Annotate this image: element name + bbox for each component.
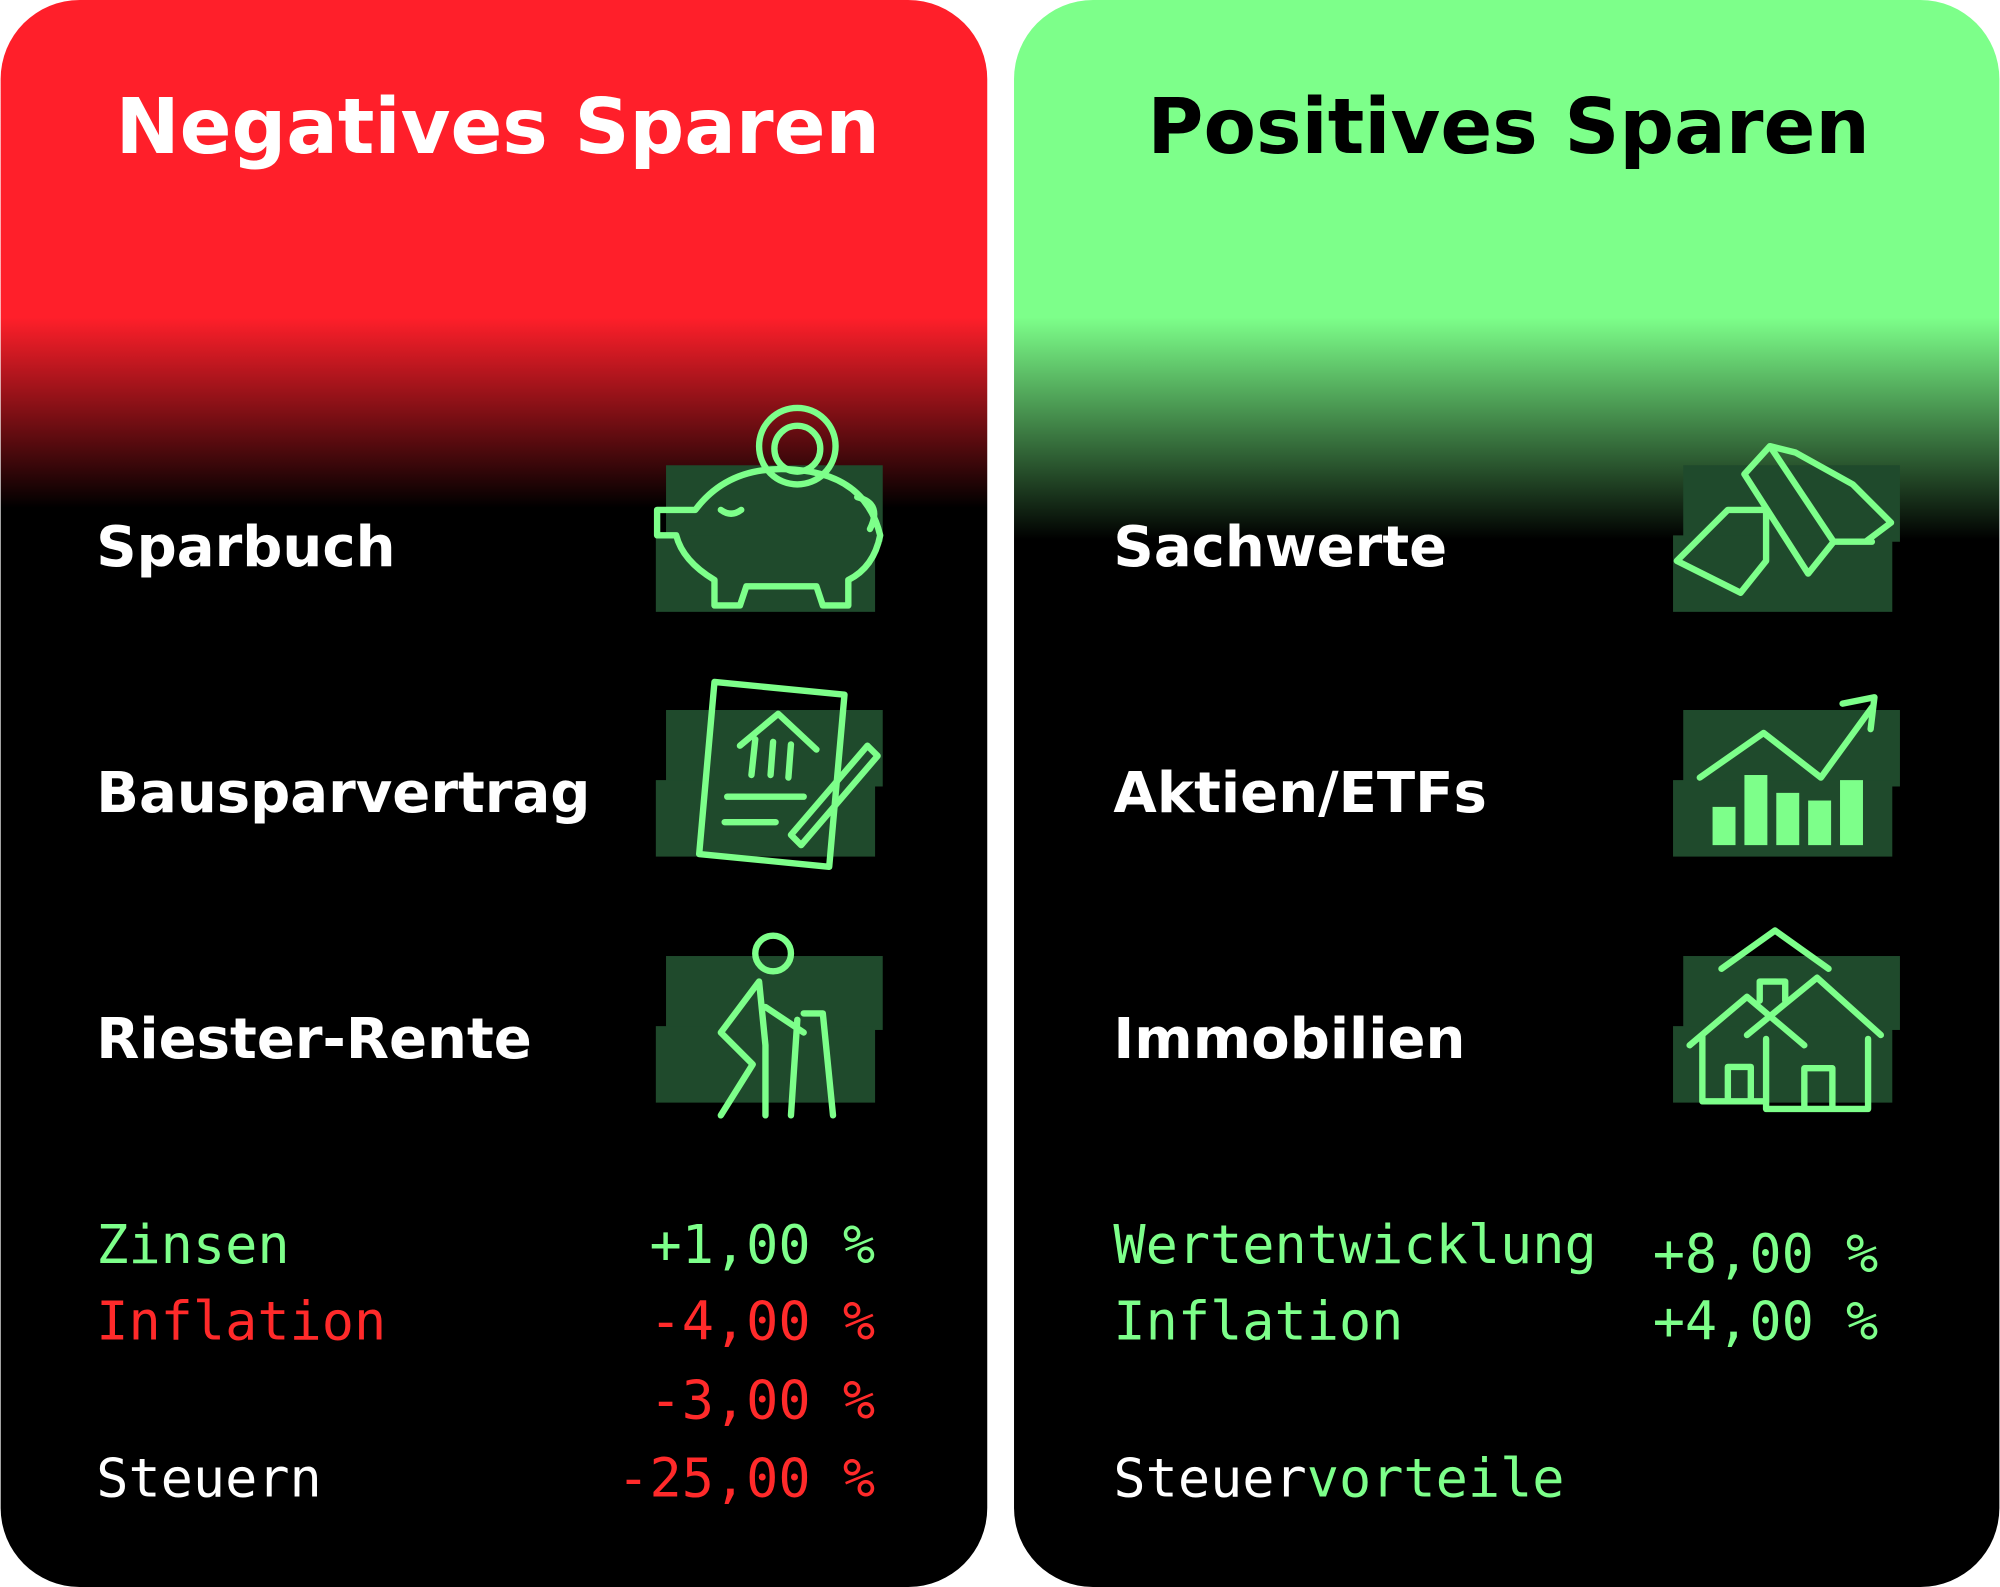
row-label: Zinsen	[96, 1213, 289, 1276]
tax-highlight: vorteile	[1307, 1446, 1565, 1509]
title: Negatives Sparen	[116, 83, 880, 172]
row-label: Inflation	[96, 1290, 386, 1353]
panel-positive	[1014, 0, 2000, 1587]
row-value: +8,00 %	[1653, 1222, 1879, 1285]
icon-walker	[655, 932, 883, 1119]
item: Riester-Rente	[96, 1007, 532, 1072]
tax-label: Steuern	[96, 1446, 322, 1509]
item: Immobilien	[1113, 1007, 1465, 1072]
item: Bausparvertrag	[96, 761, 590, 826]
tax-value: -25,00 %	[617, 1446, 875, 1509]
icon-piggy	[653, 404, 884, 612]
item: Sparbuch	[96, 515, 395, 580]
item: Aktien/ETFs	[1113, 761, 1486, 826]
row-value: +4,00 %	[1653, 1290, 1879, 1353]
row-value: +1,00 %	[650, 1213, 876, 1276]
row-label: Inflation	[1113, 1290, 1403, 1353]
icon-gold	[1673, 442, 1900, 612]
row-value: -4,00 %	[650, 1290, 876, 1353]
row-label: Wertentwicklung	[1113, 1213, 1596, 1276]
item: Sachwerte	[1113, 515, 1447, 580]
tax-text: Steuervorteile	[1113, 1446, 1564, 1509]
result: -3,00 %	[650, 1369, 876, 1432]
tax-label: Steuer	[1113, 1446, 1306, 1509]
icon-houses	[1673, 927, 1900, 1113]
icon-contract	[655, 678, 883, 870]
title: Positives Sparen	[1147, 83, 1869, 172]
panel-negative	[0, 0, 988, 1587]
icon-chart	[1673, 694, 1900, 857]
